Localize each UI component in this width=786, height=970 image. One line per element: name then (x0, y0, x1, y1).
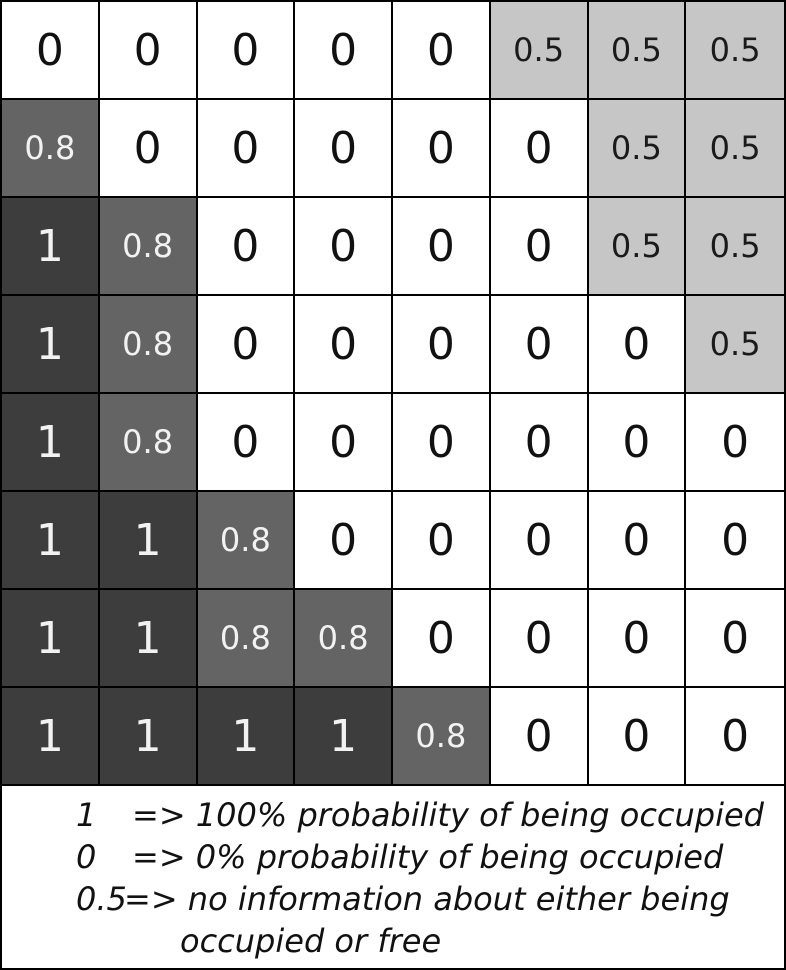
grid-cell: 1 (2, 394, 100, 492)
grid-cell: 1 (2, 198, 100, 296)
grid-cell: 0 (686, 492, 784, 590)
legend: 1 => 100% probability of being occupied … (2, 786, 784, 968)
grid-cell: 1 (2, 590, 100, 688)
grid-cell: 0 (2, 2, 100, 100)
grid-cell: 0 (295, 2, 393, 100)
grid-cell: 0 (490, 296, 589, 394)
grid-cell: 0 (490, 492, 589, 590)
grid-cell: 0 (490, 688, 589, 786)
grid-cell: 0.5 (686, 198, 784, 296)
legend-text-continuation: occupied or free (180, 922, 442, 960)
occupancy-grid: 0 0 0 0 0 0.5 0.5 0.5 0.8 0 0 0 0 0 0.5 0.5 1 0.8 0 0 0 0 0.5 0… (2, 2, 784, 786)
grid-cell: 0 (490, 198, 589, 296)
grid-cell: 0 (686, 394, 784, 492)
grid-cell: 0.5 (588, 2, 687, 100)
grid-cell: 0.5 (686, 2, 784, 100)
grid-cell: 0 (393, 2, 491, 100)
grid-cell: 0 (99, 100, 198, 198)
grid-cell: 1 (2, 688, 100, 786)
grid-cell: 0.8 (295, 590, 393, 688)
grid-cell: 0 (393, 394, 491, 492)
legend-item-free: 0 => 0% probability of being occupied (2, 836, 784, 878)
grid-cell: 0.8 (99, 198, 198, 296)
grid-cell: 1 (2, 296, 100, 394)
grid-cell: 0 (197, 100, 296, 198)
grid-cell: 0.5 (686, 100, 784, 198)
grid-cell: 0 (588, 590, 687, 688)
grid-cell: 0 (588, 492, 687, 590)
grid-cell: 0.8 (2, 100, 100, 198)
grid-cell: 1 (99, 492, 198, 590)
legend-key: 0.5 (76, 880, 127, 918)
grid-cell: 0 (393, 590, 491, 688)
grid-cell: 0.8 (197, 492, 296, 590)
grid-cell: 0 (393, 198, 491, 296)
legend-item-unknown-continuation: occupied or free (2, 920, 784, 962)
grid-cell: 0 (197, 394, 296, 492)
grid-cell: 0.5 (588, 100, 687, 198)
grid-cell: 0 (295, 492, 393, 590)
grid-cell: 0.8 (393, 688, 491, 786)
grid-cell: 1 (99, 688, 198, 786)
grid-cell: 0 (295, 100, 393, 198)
grid-cell: 0.8 (99, 296, 198, 394)
grid-cell: 0 (393, 492, 491, 590)
grid-cell: 0.8 (99, 394, 198, 492)
grid-cell: 0.8 (197, 590, 296, 688)
grid-cell: 0 (393, 100, 491, 198)
grid-cell: 0 (295, 394, 393, 492)
grid-cell: 0 (588, 296, 687, 394)
grid-cell: 0 (197, 2, 296, 100)
grid-cell: 0 (197, 296, 296, 394)
grid-cell: 0 (588, 688, 687, 786)
grid-cell: 0 (295, 198, 393, 296)
legend-text: => 100% probability of being occupied (132, 796, 764, 834)
legend-text: => no information about either being (124, 880, 730, 918)
legend-text: => 0% probability of being occupied (132, 838, 724, 876)
legend-key: 1 (76, 796, 97, 834)
grid-cell: 0.5 (588, 198, 687, 296)
grid-cell: 1 (2, 492, 100, 590)
grid-cell: 1 (197, 688, 296, 786)
grid-cell: 0 (588, 394, 687, 492)
grid-cell: 0 (295, 296, 393, 394)
legend-key: 0 (76, 838, 97, 876)
legend-item-unknown: 0.5 => no information about either being (2, 878, 784, 920)
grid-cell: 0.5 (686, 296, 784, 394)
grid-cell: 0 (490, 590, 589, 688)
grid-cell: 0 (686, 688, 784, 786)
grid-cell: 1 (99, 590, 198, 688)
legend-item-occupied: 1 => 100% probability of being occupied (2, 794, 784, 836)
grid-cell: 0 (686, 590, 784, 688)
grid-cell: 1 (295, 688, 393, 786)
grid-cell: 0 (490, 100, 589, 198)
grid-cell: 0 (197, 198, 296, 296)
grid-cell: 0.5 (490, 2, 589, 100)
grid-cell: 0 (99, 2, 198, 100)
grid-cell: 0 (490, 394, 589, 492)
grid-cell: 0 (393, 296, 491, 394)
